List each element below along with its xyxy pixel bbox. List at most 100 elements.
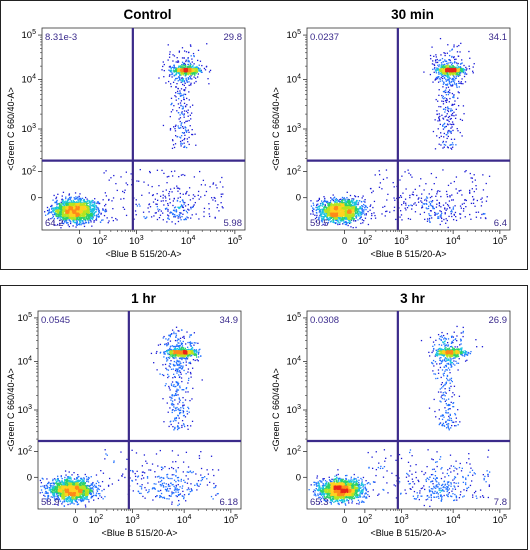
data-point: [428, 214, 431, 217]
data-point: [192, 64, 194, 67]
data-point: [379, 182, 382, 184]
data-point: [96, 207, 98, 209]
data-point: [200, 69, 202, 72]
data-point: [54, 212, 56, 214]
data-point: [66, 215, 68, 217]
data-point: [318, 216, 320, 218]
data-point: [180, 123, 182, 125]
data-point: [194, 77, 197, 79]
data-point: [399, 195, 402, 197]
data-point: [170, 69, 172, 72]
data-point: [455, 73, 458, 75]
data-point: [349, 215, 351, 217]
data-point: [444, 71, 447, 74]
data-point: [173, 213, 176, 216]
data-point: [350, 200, 352, 202]
data-point: [435, 212, 437, 214]
data-point: [347, 218, 349, 220]
data-point: [183, 81, 186, 83]
data-point: [181, 132, 184, 134]
data-point: [191, 133, 194, 136]
data-point: [64, 210, 66, 212]
data-point: [66, 210, 69, 212]
data-point: [450, 148, 453, 150]
data-point: [350, 218, 352, 220]
data-point: [51, 208, 53, 210]
data-point: [455, 66, 457, 68]
data-point: [453, 56, 455, 58]
data-point: [72, 213, 74, 215]
data-point: [189, 62, 192, 65]
data-point: [436, 193, 438, 195]
data-point: [463, 202, 465, 205]
data-point: [430, 210, 432, 212]
data-point: [471, 181, 474, 183]
data-point: [432, 206, 434, 209]
data-point: [168, 66, 171, 68]
data-point: [78, 203, 80, 205]
data-point: [337, 211, 339, 213]
data-point: [56, 202, 58, 204]
data-point: [389, 211, 391, 213]
data-point: [91, 208, 93, 210]
data-point: [314, 217, 317, 220]
data-point: [322, 209, 324, 211]
data-point: [420, 197, 423, 199]
data-point: [65, 208, 67, 210]
data-point: [186, 69, 188, 72]
data-point: [146, 216, 148, 218]
data-point: [200, 196, 202, 198]
data-point: [181, 61, 184, 63]
data-point: [165, 208, 167, 210]
data-point: [73, 217, 76, 219]
data-point: [181, 63, 183, 66]
data-point: [341, 204, 343, 206]
data-point: [64, 202, 66, 205]
data-point: [337, 222, 339, 224]
data-point: [83, 214, 86, 216]
data-point: [55, 201, 57, 204]
data-point: [468, 65, 470, 67]
data-point: [193, 176, 196, 178]
data-point: [72, 202, 74, 205]
data-point: [416, 194, 418, 197]
data-point: [183, 110, 186, 112]
data-point: [83, 215, 86, 217]
data-point: [326, 200, 328, 203]
data-point: [472, 72, 474, 74]
data-point: [181, 122, 183, 124]
data-point: [103, 172, 105, 174]
data-point: [75, 198, 78, 200]
data-point: [139, 205, 141, 207]
data-point: [442, 61, 444, 63]
data-point: [158, 185, 160, 187]
data-point: [178, 65, 180, 68]
data-point: [141, 194, 143, 196]
data-point: [195, 68, 198, 70]
data-point: [72, 215, 75, 217]
data-point: [418, 185, 421, 187]
data-point: [193, 67, 196, 70]
data-point: [191, 206, 194, 208]
data-point: [98, 212, 100, 214]
data-point: [422, 203, 424, 205]
data-point: [167, 208, 169, 211]
data-point: [362, 195, 364, 197]
data-point: [107, 222, 109, 224]
data-point: [181, 206, 184, 208]
data-point: [64, 207, 66, 209]
data-point: [59, 216, 61, 218]
data-point: [428, 201, 431, 203]
data-point: [174, 170, 176, 172]
data-point: [75, 201, 77, 204]
data-point: [433, 207, 435, 210]
data-point: [173, 75, 175, 77]
data-point: [443, 52, 445, 54]
data-point: [445, 84, 447, 86]
data-point: [213, 196, 215, 199]
data-point: [464, 171, 466, 173]
data-point: [183, 63, 185, 66]
data-point: [188, 81, 190, 83]
data-point: [339, 216, 342, 218]
data-point: [94, 208, 97, 210]
